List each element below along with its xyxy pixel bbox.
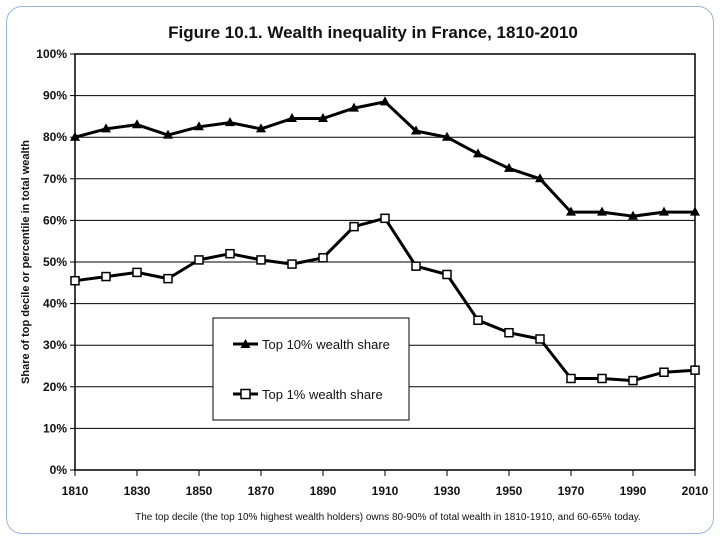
data-point-top10 bbox=[101, 123, 111, 133]
legend-label-top10: Top 10% wealth share bbox=[262, 337, 390, 352]
data-point-top1 bbox=[659, 367, 669, 377]
data-point-top1 bbox=[504, 327, 514, 338]
data-point-top1 bbox=[535, 334, 545, 344]
data-point-top1 bbox=[597, 373, 607, 384]
data-point-top1 bbox=[628, 375, 638, 386]
data-point-top10 bbox=[70, 131, 80, 141]
y-axis-ticks: 0% 10% 20% 30% 40% 50% 60% 70% 80% 90% 100% bbox=[36, 47, 75, 477]
data-point-top10 bbox=[225, 117, 235, 127]
x-tick-label: 1850 bbox=[186, 484, 213, 498]
data-point-top10 bbox=[566, 206, 576, 216]
data-point-top1 bbox=[566, 373, 576, 384]
data-point-top10 bbox=[132, 119, 142, 129]
data-point-top10 bbox=[597, 206, 607, 216]
y-tick-label: 40% bbox=[43, 297, 67, 311]
y-tick-label: 0% bbox=[50, 463, 68, 477]
data-point-top10 bbox=[349, 102, 359, 112]
slide-frame bbox=[6, 6, 714, 534]
data-point-top10 bbox=[473, 148, 483, 158]
data-point-top1 bbox=[473, 315, 483, 325]
legend-marker-top10 bbox=[240, 339, 251, 348]
data-point-top1 bbox=[132, 267, 142, 278]
data-point-top1 bbox=[256, 255, 266, 265]
x-tick-label: 1990 bbox=[620, 484, 647, 498]
data-point-top1 bbox=[349, 221, 359, 232]
data-point-top10 bbox=[194, 121, 204, 131]
series-line-top10 bbox=[74, 100, 695, 218]
data-point-top10 bbox=[628, 210, 638, 220]
y-tick-label: 30% bbox=[43, 338, 67, 352]
x-tick-label: 1970 bbox=[558, 484, 585, 498]
chart-title: Figure 10.1. Wealth inequality in France… bbox=[168, 23, 578, 42]
y-tick-label: 10% bbox=[43, 421, 67, 435]
data-point-top10 bbox=[287, 112, 297, 122]
y-tick-label: 80% bbox=[43, 130, 67, 144]
x-tick-label: 1890 bbox=[310, 484, 337, 498]
data-point-top10 bbox=[659, 206, 669, 216]
x-tick-label: 1930 bbox=[434, 484, 461, 498]
data-point-top1 bbox=[318, 253, 328, 263]
x-tick-label: 2010 bbox=[682, 484, 709, 498]
y-tick-label: 90% bbox=[43, 89, 67, 103]
data-point-top1 bbox=[411, 261, 421, 271]
data-point-top1 bbox=[194, 255, 204, 265]
chart-legend: Top 10% wealth share Top 1% wealth share bbox=[212, 317, 410, 421]
data-point-top1 bbox=[163, 273, 173, 284]
data-point-top1 bbox=[101, 271, 111, 282]
y-tick-label: 60% bbox=[43, 213, 67, 227]
legend-label-top1: Top 1% wealth share bbox=[262, 387, 383, 402]
data-point-top1 bbox=[225, 248, 235, 259]
data-point-top1 bbox=[287, 259, 297, 269]
legend-marker-top1 bbox=[240, 388, 251, 400]
y-tick-label: 70% bbox=[43, 172, 67, 186]
data-point-top10 bbox=[411, 125, 421, 135]
chart-series bbox=[70, 96, 700, 386]
y-tick-label: 50% bbox=[43, 255, 67, 269]
data-point-top10 bbox=[380, 96, 390, 106]
x-tick-label: 1810 bbox=[62, 484, 89, 498]
data-point-top10 bbox=[442, 131, 452, 141]
data-point-top10 bbox=[318, 112, 328, 122]
chart-caption: The top decile (the top 10% highest weal… bbox=[135, 512, 641, 523]
data-point-top10 bbox=[535, 173, 545, 183]
x-tick-label: 1870 bbox=[248, 484, 275, 498]
data-point-top10 bbox=[690, 206, 700, 216]
data-point-top10 bbox=[504, 162, 514, 172]
data-point-top10 bbox=[256, 123, 266, 133]
data-point-top1 bbox=[690, 365, 700, 375]
x-tick-label: 1830 bbox=[124, 484, 151, 498]
x-tick-label: 1910 bbox=[372, 484, 399, 498]
data-point-top10 bbox=[163, 129, 173, 139]
x-axis-ticks: 1810 1830 1850 1870 1890 1910 1930 1950 1970 1990… bbox=[62, 470, 709, 498]
x-tick-label: 1950 bbox=[496, 484, 523, 498]
y-tick-label: 100% bbox=[36, 47, 67, 61]
legend-box bbox=[212, 317, 410, 421]
data-point-top1 bbox=[442, 269, 452, 280]
data-point-top1 bbox=[70, 275, 80, 286]
data-point-top1 bbox=[380, 213, 390, 224]
y-tick-label: 20% bbox=[43, 380, 67, 394]
y-axis-label: Share of top decile or percentile in tot… bbox=[20, 140, 32, 384]
